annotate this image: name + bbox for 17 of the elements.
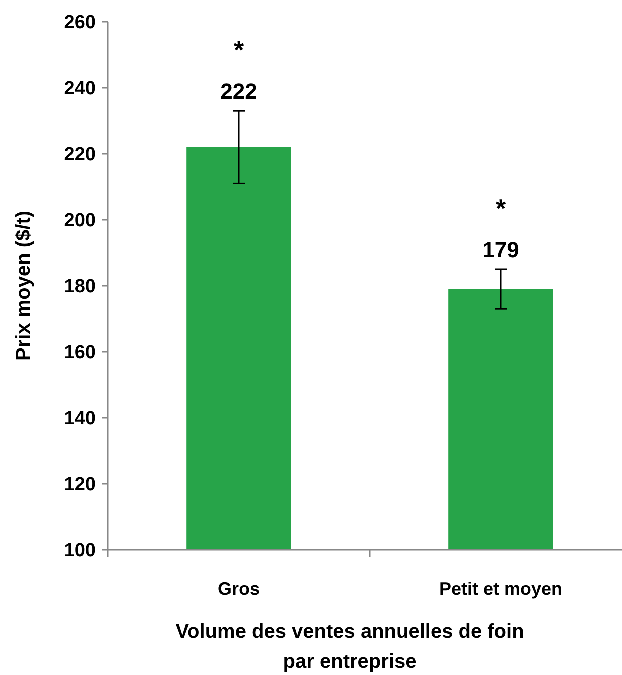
y-tick-label: 140	[64, 408, 96, 430]
data-label: 222	[220, 79, 258, 104]
y-tick-label: 220	[64, 144, 96, 166]
y-axis-title: Prix moyen ($/t)	[13, 210, 35, 362]
annotation: *	[234, 35, 245, 66]
y-tick-label: 260	[64, 12, 96, 34]
annotation: *	[496, 194, 507, 224]
y-tick-label: 240	[64, 78, 96, 100]
x-tick-label: Gros	[218, 579, 260, 599]
x-tick-label: Petit et moyen	[439, 579, 563, 599]
y-tick-label: 200	[64, 210, 96, 232]
y-tick-label: 160	[64, 342, 96, 364]
data-label: 179	[482, 238, 520, 262]
x-axis-title: Volume des ventes annuelles de foin par entreprise	[176, 621, 524, 673]
y-tick-label: 120	[64, 474, 96, 496]
y-tick-label: 100	[64, 540, 96, 562]
y-tick-label: 180	[64, 276, 96, 298]
